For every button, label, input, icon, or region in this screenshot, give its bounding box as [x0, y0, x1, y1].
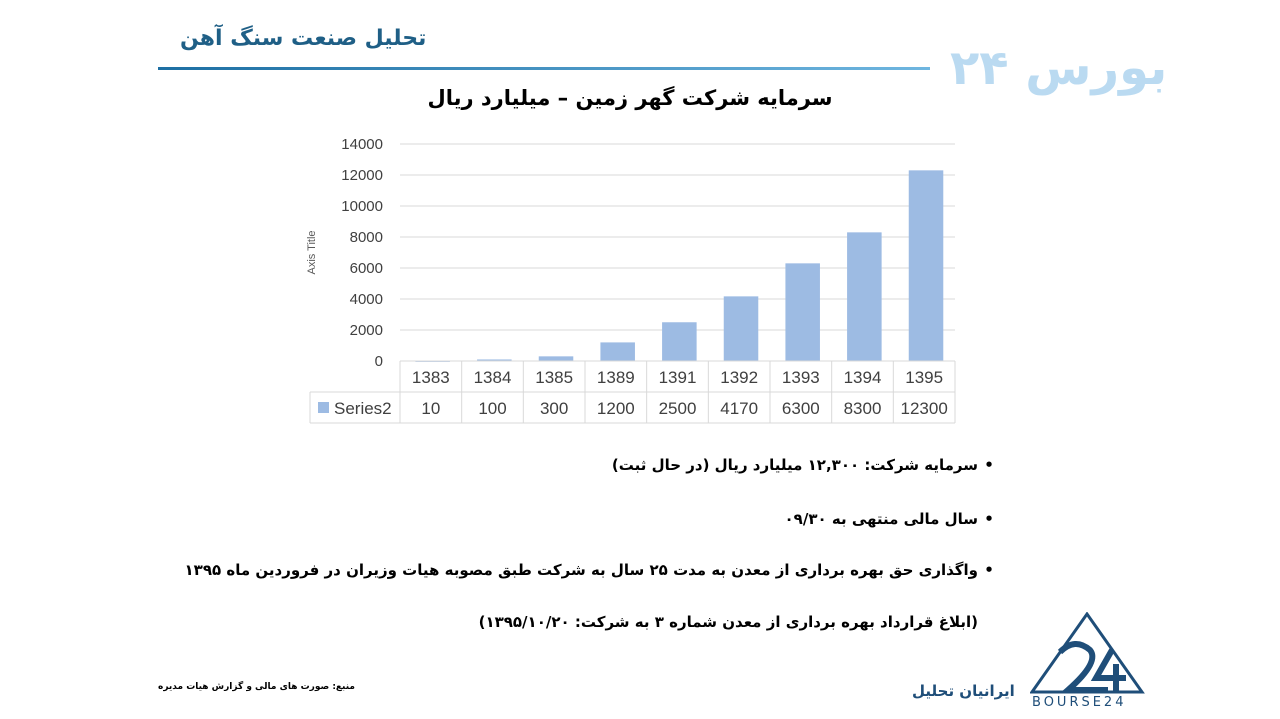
x-category-label: 1385 [535, 368, 573, 387]
x-category-label: 1394 [844, 368, 882, 387]
data-table-value: 1200 [597, 399, 635, 418]
data-table-value: 6300 [782, 399, 820, 418]
data-table-value: 100 [478, 399, 506, 418]
x-category-label: 1384 [474, 368, 512, 387]
y-tick-label: 6000 [350, 260, 383, 277]
bullet-continuation: (ابلاغ قرارداد بهره برداری از معدن شماره… [160, 613, 1000, 631]
data-table-value: 8300 [844, 399, 882, 418]
bar [538, 356, 574, 361]
chart-title: سرمایه شرکت گهر زمین – میلیارد ریال [427, 86, 833, 110]
data-table-value: 2500 [659, 399, 697, 418]
page-header-title: تحلیل صنعت سنگ آهن [180, 26, 427, 51]
legend-series-name: Series2 [334, 399, 392, 418]
bar [908, 170, 944, 361]
y-tick-label: 10000 [341, 198, 383, 215]
legend-swatch [318, 402, 329, 413]
bar [662, 322, 697, 361]
footer-brand-name: ایرانیان تحلیل [912, 682, 1015, 700]
bullet-marker: • [984, 456, 994, 474]
y-tick-label: 4000 [350, 291, 383, 308]
x-category-label: 1395 [905, 368, 943, 387]
bullet-marker: • [984, 510, 994, 528]
bullet-text: (ابلاغ قرارداد بهره برداری از معدن شماره… [478, 613, 978, 631]
bar [785, 263, 820, 361]
x-category-label: 1393 [782, 368, 820, 387]
capital-bar-chart: 0 2000 4000 6000 8000 10000 12000 14000 Axis Tit… [306, 136, 956, 424]
y-tick-label: 2000 [350, 322, 383, 339]
x-category-label: 1392 [720, 368, 758, 387]
bar [477, 359, 512, 361]
bar [723, 296, 759, 361]
data-table-value: 4170 [720, 399, 758, 418]
bullet-text: سرمایه شرکت: ۱۲,۳۰۰ میلیارد ریال (در حال… [611, 456, 978, 474]
bullet-item: • واگذاری حق بهره برداری از معدن به مدت ۲… [160, 561, 1000, 579]
x-category-label: 1383 [412, 368, 450, 387]
x-category-label: 1391 [659, 368, 697, 387]
bullet-marker: • [984, 561, 994, 579]
logo-wordmark: BOURSE24 [1032, 695, 1127, 710]
bullet-text: سال مالی منتهی به ۰۹/۳۰ [784, 510, 978, 528]
bullet-item: • سال مالی منتهی به ۰۹/۳۰ [160, 510, 1000, 528]
x-category-label: 1389 [597, 368, 635, 387]
y-tick-label: 0 [375, 353, 383, 370]
header-divider [158, 67, 930, 70]
source-note: منبع: صورت های مالی و گزارش هیات مدیره [158, 682, 355, 692]
data-table-value: 10 [421, 399, 440, 418]
bar [847, 232, 882, 361]
bullet-text: واگذاری حق بهره برداری از معدن به مدت ۲۵… [184, 561, 978, 579]
bourse24-watermark: بورس ۲۴ [950, 40, 1168, 96]
bar [600, 342, 635, 361]
y-tick-label: 8000 [350, 229, 383, 246]
y-tick-label: 14000 [341, 136, 383, 153]
data-table-value: 12300 [901, 399, 948, 418]
bourse24-logo-icon [1030, 612, 1145, 694]
data-table-value: 300 [540, 399, 568, 418]
bullet-item: • سرمایه شرکت: ۱۲,۳۰۰ میلیارد ریال (در حا… [160, 456, 1000, 474]
y-axis-title: Axis Title [306, 230, 318, 274]
y-tick-label: 12000 [341, 167, 383, 184]
